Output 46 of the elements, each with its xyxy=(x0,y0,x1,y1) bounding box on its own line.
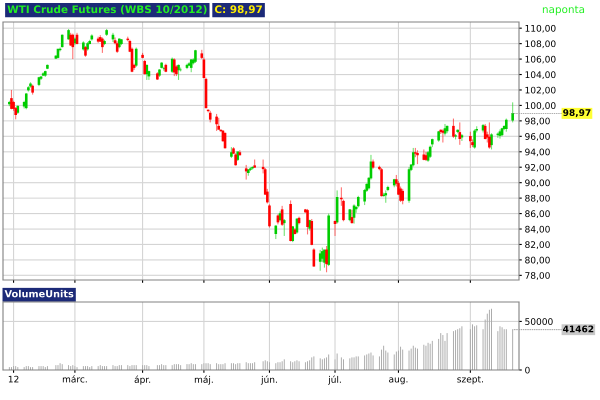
chart-title: VolumeUnits xyxy=(4,290,74,298)
chart-subtitle: C: 98,97 xyxy=(214,5,262,15)
y-tick-label: 110,00 xyxy=(526,24,556,33)
candlestick xyxy=(392,178,396,188)
y-tick-label: 98,00 xyxy=(525,118,550,126)
annotation: 41462 xyxy=(563,326,594,332)
x-tick-label: máj. xyxy=(194,376,213,385)
x-tick-label: ápr. xyxy=(134,376,150,385)
y-tick-label: 88,00 xyxy=(525,194,550,203)
y-tick-label: 0 xyxy=(525,366,530,374)
candlestick xyxy=(186,63,188,70)
candlestick xyxy=(454,133,457,140)
y-tick-label: 100,00 xyxy=(526,102,556,110)
y-tick-label: 78,00 xyxy=(525,272,550,280)
candlestick xyxy=(44,70,47,78)
y-tick-label: 106,00 xyxy=(526,56,556,64)
chart-title: WTI Crude Futures (WBS 10/2012) xyxy=(8,5,207,14)
y-tick-label: 92,00 xyxy=(525,164,550,172)
x-tick-label: márc. xyxy=(62,375,87,383)
y-tick-label: 80,00 xyxy=(525,256,550,264)
x-tick-label: júl. xyxy=(328,376,341,385)
candlestick xyxy=(430,138,434,148)
y-tick-label: 82,00 xyxy=(525,241,550,249)
y-tick-label: 108,00 xyxy=(526,40,556,48)
x-tick-label: jún. xyxy=(260,376,277,385)
y-tick-label: 86,00 xyxy=(525,210,550,218)
y-tick-label: 94,00 xyxy=(525,148,550,156)
x-tick-label: szept. xyxy=(457,376,483,384)
y-tick-label: 96,00 xyxy=(525,133,550,141)
y-tick-label: 84,00 xyxy=(525,226,550,234)
candlestick xyxy=(249,166,252,172)
candlestick xyxy=(298,216,300,225)
x-tick-label: 12 xyxy=(8,376,18,382)
candlestick xyxy=(156,72,159,80)
candlestick xyxy=(496,132,500,138)
y-tick-label: 104,00 xyxy=(526,71,556,80)
y-tick-label: 50000 xyxy=(525,318,553,325)
candlestick xyxy=(27,86,30,92)
x-tick-label: aug. xyxy=(389,377,408,384)
candlestick xyxy=(141,52,144,59)
candlestick xyxy=(105,28,108,36)
candlestick xyxy=(460,133,464,142)
annotation: 98,97 xyxy=(563,109,590,118)
text: naponta xyxy=(542,6,584,16)
y-tick-label: 90,00 xyxy=(525,179,550,188)
y-tick-label: 102,00 xyxy=(526,86,556,94)
